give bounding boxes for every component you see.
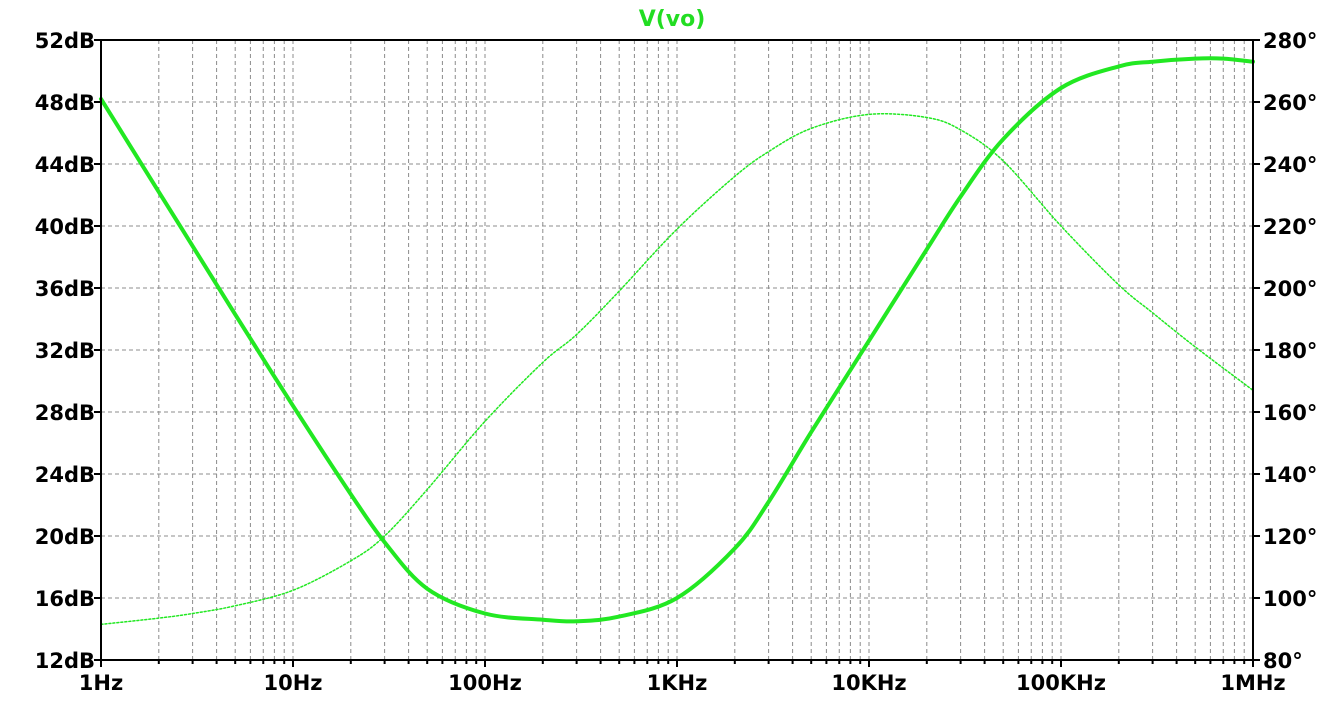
- y-left-tick-label: 24dB: [35, 463, 95, 487]
- y-left-tick-label: 48dB: [35, 91, 95, 115]
- y-left-tick-label: 44dB: [35, 153, 95, 177]
- y-left-tick-label: 28dB: [35, 401, 95, 425]
- x-tick-label: 10KHz: [831, 671, 906, 695]
- x-tick-label: 10Hz: [263, 671, 322, 695]
- y-right-tick-label: 80°: [1263, 649, 1303, 673]
- y-right-tick-label: 120°: [1263, 525, 1317, 549]
- y-left-tick-label: 12dB: [35, 649, 95, 673]
- x-tick-label: 100Hz: [448, 671, 522, 695]
- y-right-tick-label: 240°: [1263, 153, 1317, 177]
- y-right-tick-label: 280°: [1263, 29, 1317, 53]
- y-right-tick-label: 260°: [1263, 91, 1317, 115]
- x-tick-label: 1MHz: [1220, 671, 1285, 695]
- y-left-tick-label: 16dB: [35, 587, 95, 611]
- y-left-tick-label: 20dB: [35, 525, 95, 549]
- y-right-tick-label: 100°: [1263, 587, 1317, 611]
- ticks: 12dB 80° 16dB 100° 20dB 120° 24dB 140° 28dB 160° 3…: [35, 29, 1318, 695]
- y-left-tick-label: 32dB: [35, 339, 95, 363]
- y-left-tick-label: 36dB: [35, 277, 95, 301]
- magnitude-series-line: [99, 56, 1255, 624]
- y-left-tick-label: 40dB: [35, 215, 95, 239]
- chart-title: V(vo): [639, 7, 706, 32]
- series-layer: [99, 56, 1255, 626]
- y-left-tick-label: 52dB: [35, 29, 95, 53]
- y-right-tick-label: 160°: [1263, 401, 1317, 425]
- phase-series-line: [100, 113, 1254, 626]
- y-right-tick-label: 220°: [1263, 215, 1317, 239]
- x-tick-label: 1KHz: [647, 671, 708, 695]
- y-right-tick-label: 180°: [1263, 339, 1317, 363]
- y-right-tick-label: 140°: [1263, 463, 1317, 487]
- x-tick-label: 100KHz: [1016, 671, 1106, 695]
- x-tick-label: 1Hz: [79, 671, 123, 695]
- y-right-tick-label: 200°: [1263, 277, 1317, 301]
